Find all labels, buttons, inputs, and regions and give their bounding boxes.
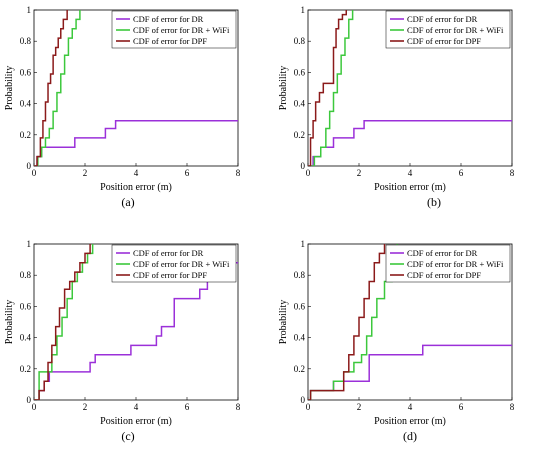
x-axis-label: Position error (m): [374, 182, 446, 193]
y-tick-label: 0.8: [20, 36, 32, 46]
y-axis-label: Probability: [4, 300, 15, 344]
y-tick-label: 0.4: [294, 99, 306, 109]
panel-3: 0 2 4 6 8 0 0.2 0.4 0.6 0.8 1 Position error (m) Pro…: [4, 239, 241, 443]
panel-caption: (a): [121, 195, 134, 209]
y-tick-label: 0.4: [294, 333, 306, 343]
x-tick-label: 0: [32, 402, 37, 412]
panel-1: 0 2 4 6 8 0 0.2 0.4 0.6 0.8 1 Position error (m) Pro…: [4, 5, 241, 209]
y-axis-label: Probability: [4, 66, 15, 110]
y-tick-label: 0: [27, 161, 32, 171]
series-line-3: [34, 244, 91, 400]
y-tick-label: 0.8: [294, 270, 306, 280]
series-line-3: [308, 10, 347, 166]
panel-4: 0 2 4 6 8 0 0.2 0.4 0.6 0.8 1 Position error (m) Pro…: [278, 239, 515, 443]
x-tick-label: 8: [236, 168, 241, 178]
legend-entry: CDF of error for DPF: [407, 270, 481, 280]
x-tick-label: 6: [185, 402, 190, 412]
y-tick-label: 1: [301, 239, 306, 249]
x-axis-label: Position error (m): [100, 416, 172, 427]
x-tick-label: 4: [134, 402, 139, 412]
x-tick-label: 8: [510, 402, 515, 412]
panel-caption: (c): [121, 429, 134, 443]
legend-box: [385, 10, 511, 49]
x-tick-label: 4: [408, 168, 413, 178]
y-tick-label: 0.6: [20, 301, 32, 311]
x-tick-label: 2: [357, 402, 362, 412]
y-tick-label: 0.6: [20, 67, 32, 77]
y-tick-label: 1: [27, 239, 32, 249]
panel-2: 0 2 4 6 8 0 0.2 0.4 0.6 0.8 1 Position error (m) Pro…: [278, 5, 515, 209]
x-tick-label: 2: [83, 402, 88, 412]
y-tick-label: 1: [27, 5, 32, 15]
x-axis-label: Position error (m): [374, 416, 446, 427]
y-tick-label: 0: [27, 395, 32, 405]
y-axis-label: Probability: [278, 66, 289, 110]
series-line-3: [308, 244, 386, 400]
x-tick-label: 4: [134, 168, 139, 178]
x-tick-label: 8: [510, 168, 515, 178]
legend-box: [111, 10, 237, 49]
y-tick-label: 1: [301, 5, 306, 15]
y-tick-label: 0.8: [20, 270, 32, 280]
legend-entry: CDF of error for DR: [407, 14, 478, 24]
x-axis-label: Position error (m): [100, 182, 172, 193]
panel-caption: (d): [403, 429, 417, 443]
y-tick-label: 0.8: [294, 36, 306, 46]
series-line-2: [308, 10, 354, 166]
y-tick-label: 0: [301, 161, 306, 171]
x-tick-label: 2: [357, 168, 362, 178]
y-tick-label: 0.2: [20, 364, 31, 374]
legend-entry: CDF of error for DR + WiFi: [407, 25, 504, 35]
x-tick-label: 8: [236, 402, 241, 412]
legend-entry: CDF of error for DR: [133, 248, 204, 258]
y-tick-label: 0.4: [20, 99, 32, 109]
legend-entry: CDF of error for DR + WiFi: [133, 259, 230, 269]
y-tick-label: 0: [301, 395, 306, 405]
y-tick-label: 0.2: [294, 364, 305, 374]
series-line-2: [34, 10, 81, 166]
x-tick-label: 4: [408, 402, 413, 412]
x-tick-label: 6: [185, 168, 190, 178]
x-tick-label: 0: [32, 168, 37, 178]
legend-entry: CDF of error for DR + WiFi: [407, 259, 504, 269]
legend-entry: CDF of error for DR: [407, 248, 478, 258]
y-tick-label: 0.2: [20, 130, 31, 140]
legend-box: [111, 244, 237, 283]
legend-entry: CDF of error for DR + WiFi: [133, 25, 230, 35]
x-tick-label: 6: [459, 402, 464, 412]
y-tick-label: 0.6: [294, 67, 306, 77]
panel-caption: (b): [427, 195, 441, 209]
y-tick-label: 0.6: [294, 301, 306, 311]
legend-entry: CDF of error for DPF: [133, 270, 207, 280]
x-tick-label: 2: [83, 168, 88, 178]
y-tick-label: 0.4: [20, 333, 32, 343]
x-tick-label: 0: [306, 168, 311, 178]
legend-entry: CDF of error for DPF: [407, 36, 481, 46]
y-axis-label: Probability: [278, 300, 289, 344]
legend-entry: CDF of error for DPF: [133, 36, 207, 46]
y-tick-label: 0.2: [294, 130, 305, 140]
series-line-3: [34, 10, 68, 166]
x-tick-label: 6: [459, 168, 464, 178]
legend-box: [385, 244, 511, 283]
legend-entry: CDF of error for DR: [133, 14, 204, 24]
x-tick-label: 0: [306, 402, 311, 412]
